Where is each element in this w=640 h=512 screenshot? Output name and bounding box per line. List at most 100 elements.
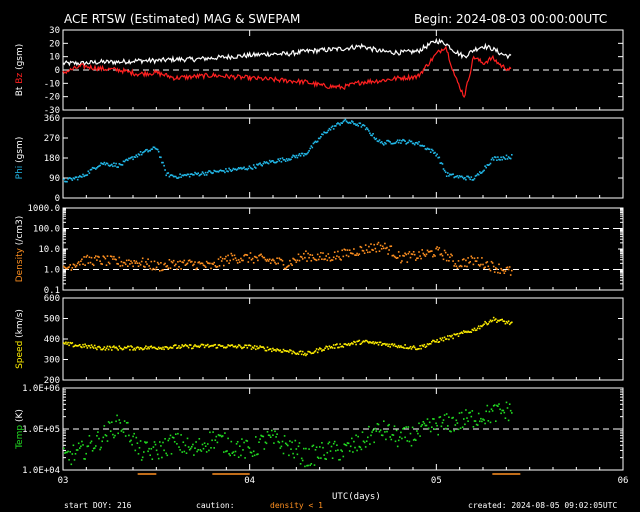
data-point bbox=[120, 347, 123, 350]
data-point bbox=[410, 348, 413, 350]
data-point bbox=[252, 347, 255, 349]
data-point bbox=[308, 350, 310, 353]
data-point bbox=[153, 260, 156, 263]
data-point bbox=[192, 264, 194, 267]
data-point bbox=[221, 435, 224, 437]
data-point bbox=[441, 421, 444, 424]
data-point bbox=[445, 338, 448, 340]
data-point bbox=[70, 342, 73, 345]
data-point bbox=[368, 342, 370, 344]
data-point bbox=[354, 341, 356, 343]
data-point bbox=[241, 347, 243, 350]
data-point bbox=[327, 348, 330, 350]
data-point bbox=[257, 347, 259, 350]
data-point bbox=[435, 247, 437, 250]
data-point bbox=[252, 262, 255, 264]
data-point bbox=[75, 345, 78, 347]
data-point bbox=[68, 459, 70, 461]
data-point bbox=[340, 122, 342, 124]
data-point bbox=[112, 433, 114, 436]
data-point bbox=[150, 148, 153, 151]
data-point bbox=[124, 159, 127, 161]
data-point bbox=[171, 347, 174, 349]
data-point bbox=[360, 126, 363, 128]
data-point bbox=[144, 266, 146, 268]
data-point bbox=[225, 168, 227, 170]
data-point bbox=[501, 318, 503, 321]
data-point bbox=[64, 180, 66, 183]
data-point bbox=[269, 161, 272, 163]
data-point bbox=[482, 263, 484, 266]
data-point bbox=[200, 262, 203, 264]
data-point bbox=[100, 348, 102, 351]
data-point bbox=[79, 175, 81, 177]
data-point bbox=[89, 261, 92, 264]
data-point bbox=[477, 412, 480, 415]
data-point bbox=[386, 139, 388, 142]
data-point bbox=[344, 343, 347, 345]
data-point bbox=[215, 170, 218, 173]
y-tick-label: 1.0E+06 bbox=[22, 384, 60, 394]
data-point bbox=[251, 455, 254, 457]
data-point bbox=[309, 254, 311, 256]
data-point bbox=[148, 265, 150, 267]
data-point bbox=[84, 174, 86, 177]
data-point bbox=[134, 349, 137, 351]
data-point bbox=[387, 345, 389, 347]
data-point bbox=[337, 449, 339, 451]
data-point bbox=[395, 140, 398, 143]
data-point bbox=[507, 419, 510, 422]
data-point bbox=[160, 445, 162, 447]
data-point bbox=[289, 159, 291, 161]
data-point bbox=[166, 346, 169, 349]
data-point bbox=[451, 173, 453, 176]
data-point bbox=[322, 133, 324, 136]
data-point bbox=[151, 347, 154, 349]
data-point bbox=[429, 430, 432, 433]
data-point bbox=[411, 346, 414, 348]
data-point bbox=[120, 164, 123, 166]
data-point bbox=[454, 333, 457, 336]
data-point bbox=[84, 264, 86, 266]
data-point bbox=[349, 252, 352, 254]
data-point bbox=[74, 266, 77, 268]
data-point bbox=[498, 263, 500, 266]
data-point bbox=[119, 347, 122, 349]
data-point bbox=[187, 346, 190, 349]
data-point bbox=[311, 445, 314, 448]
data-point bbox=[325, 458, 327, 460]
data-point bbox=[426, 147, 429, 150]
data-point bbox=[375, 250, 378, 253]
data-point bbox=[227, 344, 229, 346]
data-point bbox=[106, 255, 109, 257]
data-point bbox=[272, 258, 274, 261]
data-point bbox=[461, 426, 464, 428]
data-point bbox=[255, 256, 257, 258]
data-point bbox=[404, 436, 406, 439]
y-tick-label: 270 bbox=[44, 134, 60, 144]
data-point bbox=[247, 167, 250, 170]
data-point bbox=[119, 422, 122, 424]
data-point bbox=[339, 124, 341, 126]
data-point bbox=[130, 156, 132, 159]
data-point bbox=[162, 441, 164, 444]
data-point bbox=[493, 156, 496, 158]
data-point bbox=[289, 259, 291, 262]
y-tick-label: 600 bbox=[44, 294, 60, 304]
data-point bbox=[211, 439, 213, 442]
data-point bbox=[457, 176, 460, 179]
data-point bbox=[72, 177, 75, 179]
data-point bbox=[388, 140, 390, 143]
data-point bbox=[97, 431, 99, 433]
data-point bbox=[180, 176, 182, 178]
data-point bbox=[242, 449, 244, 451]
data-point bbox=[275, 436, 277, 438]
data-point bbox=[240, 166, 242, 169]
data-point bbox=[400, 431, 402, 434]
data-point bbox=[500, 319, 502, 321]
data-point bbox=[151, 268, 154, 271]
data-point bbox=[164, 262, 166, 265]
data-point bbox=[347, 255, 350, 258]
data-point bbox=[315, 141, 318, 143]
data-point bbox=[285, 266, 288, 268]
